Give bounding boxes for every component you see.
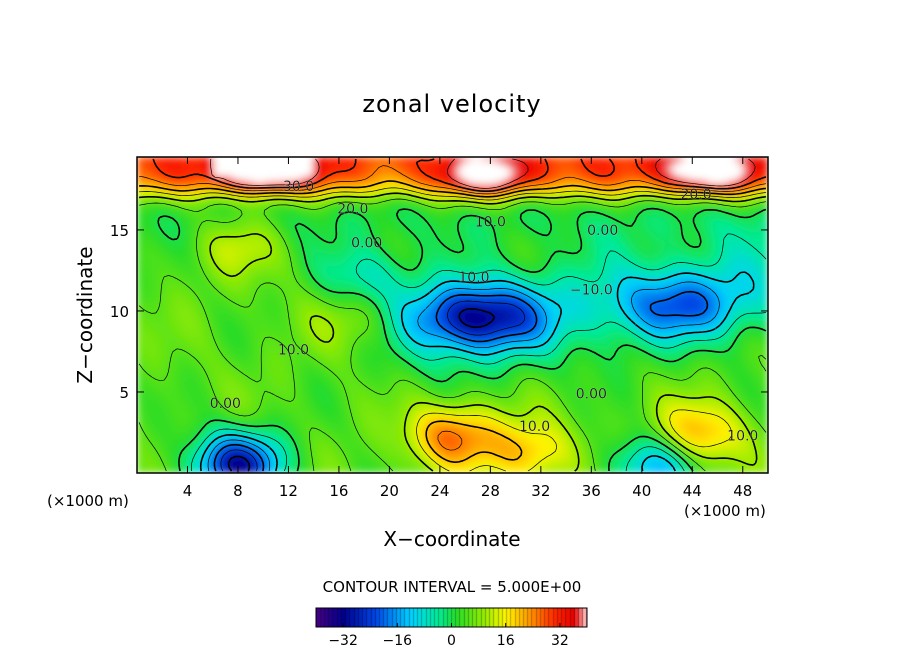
y-tick-label-2: 15 — [110, 222, 129, 240]
contour-15 — [139, 187, 766, 472]
plot-frame — [136, 156, 769, 474]
x-tick-label-4: 20 — [380, 482, 399, 500]
contour--10 — [199, 271, 755, 472]
contour--25 — [220, 300, 526, 472]
contour-label-6: 10.0 — [458, 270, 489, 286]
contour-lines — [138, 158, 767, 472]
colorbar-ticks: −32 −16 0 16 32 — [328, 623, 569, 649]
chart-title: zonal velocity — [362, 90, 541, 118]
colorbar-tick-label-4: 32 — [551, 633, 569, 649]
contour-label-9: 0.00 — [210, 396, 241, 412]
colorbar-tick-label-1: −16 — [383, 633, 413, 649]
contour-label-7: −10.0 — [570, 283, 613, 299]
colorbar-tick-label-3: 16 — [497, 633, 515, 649]
contour-5 — [138, 198, 767, 472]
contour-interval-note: CONTOUR INTERVAL = 5.000E+00 — [323, 578, 582, 596]
x-tick-label-10: 44 — [683, 482, 702, 500]
x-tick-label-7: 32 — [531, 482, 550, 500]
contour-label-2: 10.0 — [475, 215, 506, 231]
contour-label-12: 10.0 — [727, 429, 758, 445]
contour-20 — [139, 180, 766, 463]
colorbar-tick-label-2: 0 — [447, 633, 456, 649]
x-tick-label-1: 8 — [233, 482, 243, 500]
x-ticks: 4 8 12 16 20 24 28 32 36 40 44 48 — [183, 157, 752, 500]
x-tick-label-8: 36 — [582, 482, 601, 500]
colorbar: −32 −16 0 16 32 — [315, 607, 588, 649]
y-tick-label-0: 5 — [119, 384, 129, 402]
contour-label-3: 20.0 — [680, 187, 711, 203]
colorbar-frame — [315, 607, 588, 628]
x-axis-label: X−coordinate — [383, 527, 520, 551]
y-tick-label-1: 10 — [110, 303, 129, 321]
contour--5 — [190, 233, 767, 472]
x-tick-label-6: 28 — [481, 482, 500, 500]
x-unit-right: (×1000 m) — [684, 502, 766, 520]
x-unit-left: (×1000 m) — [47, 492, 129, 510]
contour-label-11: 10.0 — [519, 419, 550, 435]
contour-30 — [152, 158, 767, 192]
y-axis-label: Z−coordinate — [73, 246, 97, 383]
contour-label-8: 10.0 — [278, 343, 309, 359]
contour-0 — [157, 207, 767, 472]
contour--20 — [213, 290, 709, 472]
contour-label-5: 0.00 — [587, 223, 618, 239]
contour--15 — [207, 281, 720, 472]
plot-area: 30.0 20.0 10.0 20.0 0.00 0.00 10.0 −10.0 10.0 0.0… — [110, 156, 769, 500]
contour-25 — [139, 165, 766, 451]
y-ticks: 5 10 15 — [110, 222, 768, 402]
contour-labels: 30.0 20.0 10.0 20.0 0.00 0.00 10.0 −10.0 10.0 0.0… — [209, 179, 758, 445]
contour-10 — [139, 192, 767, 472]
contour-35 — [210, 158, 756, 189]
x-tick-label-11: 48 — [733, 482, 752, 500]
contour-label-1: 20.0 — [337, 202, 368, 218]
x-tick-label-3: 16 — [329, 482, 348, 500]
x-tick-label-2: 12 — [279, 482, 298, 500]
x-tick-label-0: 4 — [183, 482, 193, 500]
contour-label-10: 0.00 — [576, 386, 607, 402]
contour-label-0: 30.0 — [283, 179, 314, 195]
contour--30 — [227, 308, 496, 472]
x-tick-label-5: 24 — [430, 482, 449, 500]
x-tick-label-9: 40 — [632, 482, 651, 500]
contour-label-4: 0.00 — [351, 236, 382, 252]
colorbar-gradient — [316, 608, 587, 627]
colorbar-tick-label-0: −32 — [328, 633, 358, 649]
